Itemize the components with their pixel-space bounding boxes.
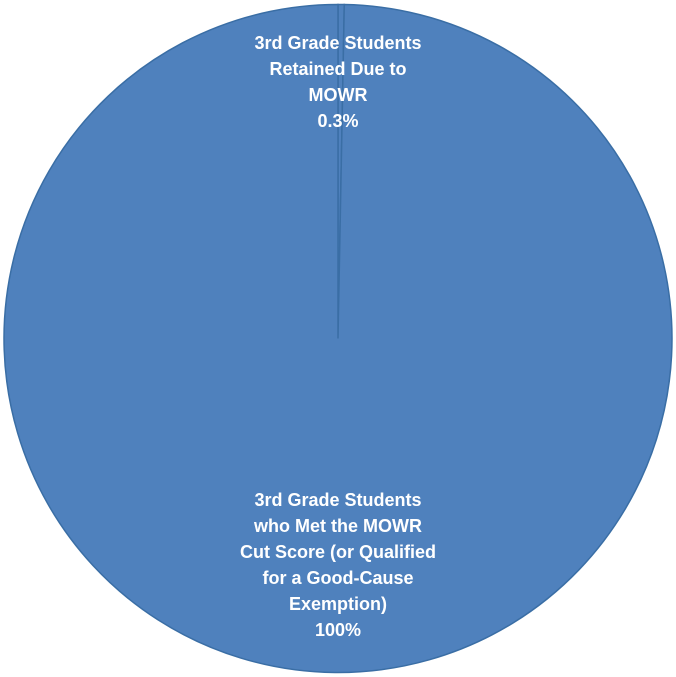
slice-value-met: 100% (314, 620, 362, 640)
slice-label-met: 3rd Grade Students who Met the MOWR Cut … (0, 487, 676, 643)
slice-label-retained: 3rd Grade Students Retained Due to MOWR … (0, 30, 676, 134)
slice-label-met-line-1: 3rd Grade Students (254, 490, 422, 510)
slice-label-met-line-5: Exemption) (288, 594, 387, 614)
slice-label-retained-line-3: MOWR (308, 85, 368, 105)
slice-label-met-line-3: Cut Score (or Qualified (239, 542, 437, 562)
slice-label-met-line-2: who Met the MOWR (254, 516, 422, 536)
slice-value-retained: 0.3% (317, 111, 359, 131)
slice-label-retained-line-2: Retained Due to (269, 59, 407, 79)
pie-slice-met (3, 3, 673, 674)
slice-label-retained-line-1: 3rd Grade Students (254, 33, 422, 53)
slice-label-met-line-4: for a Good-Cause (262, 568, 414, 588)
